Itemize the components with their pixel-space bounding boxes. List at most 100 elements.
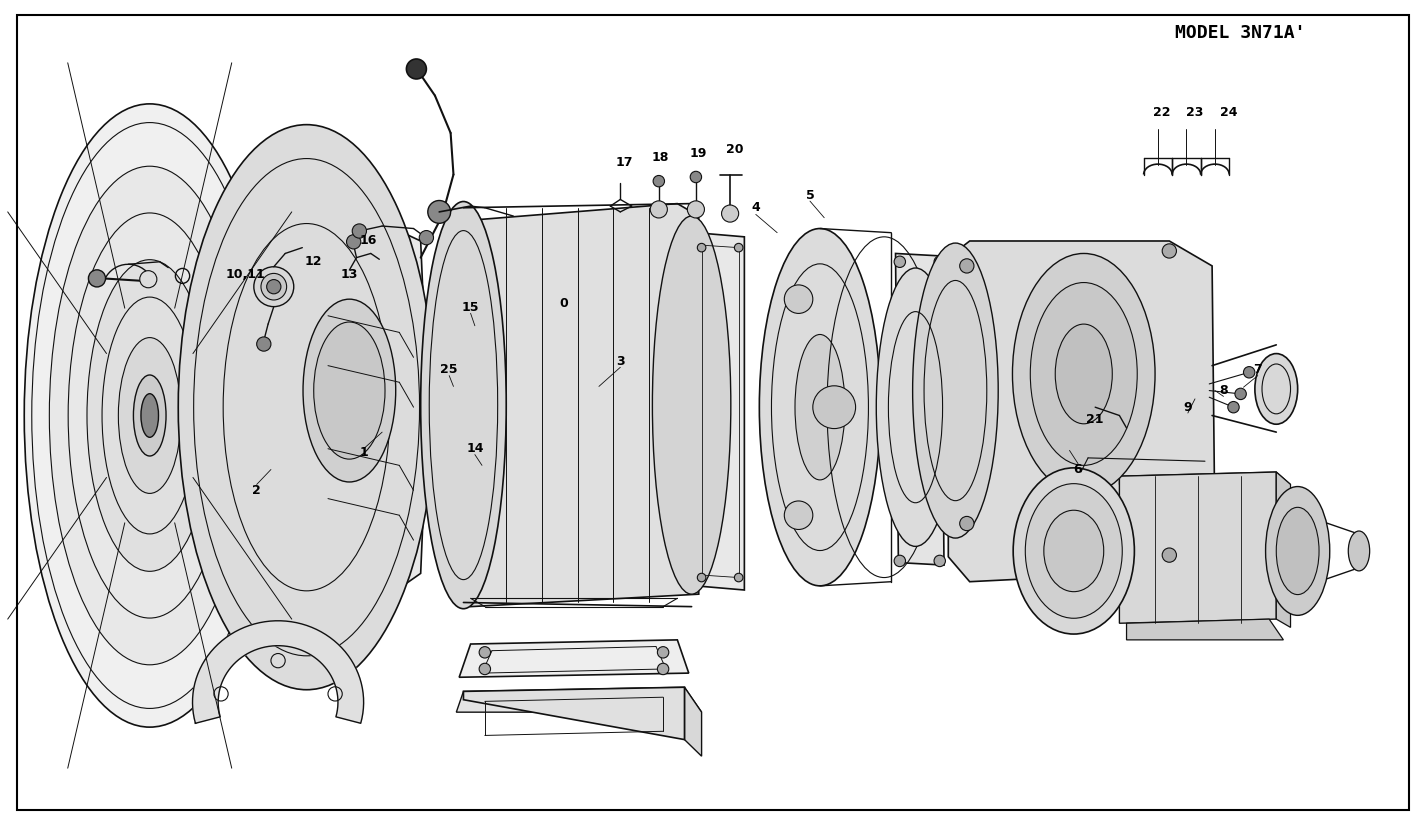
Ellipse shape [1348, 531, 1369, 571]
Polygon shape [459, 640, 689, 677]
Circle shape [894, 555, 906, 567]
Circle shape [697, 573, 706, 582]
Ellipse shape [1044, 510, 1104, 592]
Text: 3: 3 [616, 355, 625, 368]
Polygon shape [684, 687, 702, 756]
Circle shape [934, 555, 945, 567]
Ellipse shape [254, 267, 294, 307]
Circle shape [479, 663, 491, 675]
Circle shape [690, 171, 702, 183]
Circle shape [347, 234, 361, 249]
Circle shape [784, 501, 813, 529]
Text: 9: 9 [1184, 401, 1192, 414]
Ellipse shape [759, 229, 880, 586]
Polygon shape [463, 687, 684, 740]
Text: 22: 22 [1154, 106, 1171, 119]
Ellipse shape [118, 337, 181, 494]
Ellipse shape [1030, 283, 1137, 465]
Text: 25: 25 [441, 363, 458, 376]
Ellipse shape [141, 394, 158, 437]
Ellipse shape [134, 375, 165, 456]
Ellipse shape [1012, 253, 1155, 494]
Text: 24: 24 [1221, 106, 1238, 119]
Circle shape [1235, 388, 1246, 400]
Text: 10,11: 10,11 [225, 268, 265, 281]
Ellipse shape [178, 125, 435, 690]
Polygon shape [456, 687, 702, 712]
Polygon shape [1119, 472, 1276, 623]
Circle shape [267, 279, 281, 294]
Circle shape [1228, 401, 1239, 413]
Circle shape [697, 243, 706, 252]
Ellipse shape [913, 243, 998, 538]
Circle shape [1162, 548, 1176, 563]
Polygon shape [1276, 472, 1291, 627]
Circle shape [894, 256, 906, 268]
Text: 8: 8 [1219, 384, 1228, 397]
Polygon shape [1119, 472, 1291, 484]
Text: 20: 20 [726, 143, 743, 156]
Text: 7: 7 [1253, 363, 1262, 376]
Text: 14: 14 [466, 442, 483, 455]
Text: 1: 1 [359, 446, 368, 460]
Circle shape [140, 271, 157, 288]
Circle shape [1243, 366, 1255, 378]
Text: 15: 15 [462, 301, 479, 314]
Polygon shape [1127, 619, 1283, 640]
Circle shape [657, 647, 669, 658]
Ellipse shape [1055, 324, 1112, 424]
Circle shape [960, 258, 974, 273]
Text: 4: 4 [752, 201, 760, 214]
Circle shape [419, 230, 434, 245]
Text: 18: 18 [652, 151, 669, 165]
Ellipse shape [1255, 354, 1298, 424]
Circle shape [650, 201, 667, 218]
Circle shape [722, 205, 739, 222]
Polygon shape [948, 241, 1215, 582]
Ellipse shape [1025, 484, 1122, 618]
Ellipse shape [261, 273, 287, 300]
Circle shape [784, 285, 813, 313]
Ellipse shape [1012, 468, 1135, 634]
Polygon shape [221, 208, 428, 615]
Ellipse shape [794, 334, 844, 479]
Ellipse shape [314, 322, 385, 459]
Circle shape [88, 270, 106, 287]
Text: 17: 17 [616, 155, 633, 169]
Circle shape [960, 516, 974, 531]
Text: 16: 16 [359, 234, 376, 248]
Ellipse shape [50, 166, 250, 665]
Ellipse shape [876, 268, 955, 547]
Text: 6: 6 [1074, 463, 1082, 476]
Circle shape [257, 337, 271, 352]
Text: 5: 5 [806, 189, 814, 202]
Ellipse shape [421, 202, 506, 608]
Circle shape [687, 201, 704, 218]
Text: 12: 12 [305, 255, 322, 268]
Circle shape [1162, 243, 1176, 258]
Circle shape [734, 573, 743, 582]
Ellipse shape [24, 104, 275, 727]
Circle shape [734, 243, 743, 252]
Text: 0: 0 [559, 297, 568, 310]
Text: 2: 2 [252, 484, 261, 497]
Ellipse shape [87, 259, 212, 572]
Polygon shape [193, 621, 364, 723]
Circle shape [406, 59, 426, 79]
Circle shape [934, 256, 945, 268]
Circle shape [813, 386, 856, 429]
Circle shape [653, 175, 665, 187]
Text: 21: 21 [1087, 413, 1104, 426]
Ellipse shape [652, 216, 732, 594]
Circle shape [352, 224, 366, 238]
Circle shape [428, 200, 451, 224]
Polygon shape [896, 253, 944, 565]
Circle shape [479, 647, 491, 658]
Text: 19: 19 [690, 147, 707, 160]
Text: 13: 13 [341, 268, 358, 281]
Text: MODEL 3N71A': MODEL 3N71A' [1175, 24, 1306, 42]
Ellipse shape [1276, 507, 1319, 595]
Text: 23: 23 [1186, 106, 1204, 119]
Ellipse shape [1265, 486, 1329, 615]
Circle shape [657, 663, 669, 675]
